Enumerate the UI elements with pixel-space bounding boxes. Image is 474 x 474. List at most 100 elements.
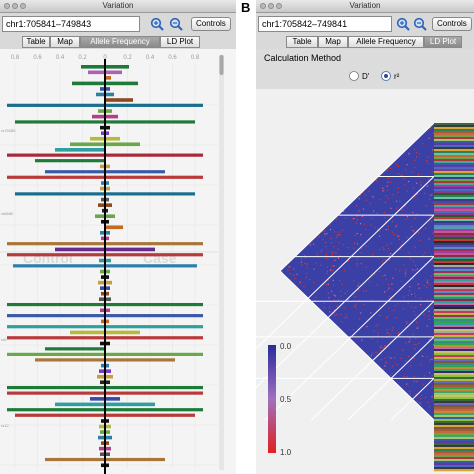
ld-cell — [397, 191, 399, 193]
marker-stripe — [434, 309, 474, 312]
marker-stripe — [434, 333, 474, 336]
ld-cell — [333, 251, 335, 253]
ld-cell — [384, 291, 386, 293]
ld-cell — [336, 305, 338, 307]
ld-cell — [369, 281, 371, 283]
ld-cell — [387, 225, 389, 227]
zoom-out-icon[interactable] — [413, 17, 427, 31]
marker-stripe — [434, 393, 474, 396]
controls-button[interactable]: Controls — [432, 17, 472, 31]
close-window-button[interactable] — [4, 3, 10, 9]
marker-stripe — [434, 285, 474, 288]
minimize-window-button[interactable] — [268, 3, 274, 9]
tab-allele-frequency[interactable]: Allele Frequency — [80, 36, 160, 48]
ld-cell — [351, 256, 353, 258]
ld-cell — [390, 242, 392, 245]
tab-ld-plot[interactable]: LD Plot — [424, 36, 462, 48]
ld-cell — [373, 210, 375, 212]
marker-stripe — [434, 461, 474, 464]
marker-stripe — [434, 247, 474, 250]
marker-stripe — [434, 257, 474, 260]
region-input[interactable]: chr1:705842–749841 — [258, 16, 392, 32]
marker-stripe — [434, 237, 474, 240]
marker-stripe — [434, 171, 474, 174]
ld-cell — [376, 284, 378, 286]
ld-cell — [337, 299, 339, 301]
ld-cell — [340, 290, 342, 293]
ld-cell — [360, 252, 362, 254]
zoom-window-button[interactable] — [276, 3, 282, 9]
ld-cell — [380, 359, 382, 361]
ld-cell — [384, 365, 386, 367]
ld-cell — [395, 317, 397, 319]
ld-cell — [370, 354, 372, 356]
zoom-out-icon[interactable] — [169, 17, 183, 31]
marker-stripe — [434, 453, 474, 456]
frequency-bar[interactable] — [35, 159, 105, 163]
tab-bar: Table Map Allele Frequency LD Plot — [0, 35, 236, 49]
marker-stripe — [434, 137, 474, 140]
ld-cell — [388, 177, 390, 179]
tab-map[interactable]: Map — [50, 36, 80, 48]
marker-stripe — [434, 443, 474, 446]
ld-cell — [424, 263, 426, 265]
ld-cell — [427, 156, 429, 158]
marker-stripe — [434, 185, 474, 188]
option-r-squared[interactable]: r² — [381, 71, 400, 82]
ld-cell — [379, 346, 381, 349]
controls-button[interactable]: Controls — [191, 17, 231, 31]
ld-cell — [384, 357, 386, 359]
marker-stripe — [434, 343, 474, 346]
frequency-bar[interactable] — [55, 148, 105, 152]
frequency-bar[interactable] — [105, 98, 133, 102]
zoom-window-button[interactable] — [20, 3, 26, 9]
zoom-in-icon[interactable] — [150, 17, 164, 31]
zoom-in-icon[interactable] — [396, 17, 410, 31]
marker-stripe — [434, 425, 474, 428]
marker-stripe — [434, 129, 474, 132]
frequency-bar[interactable] — [105, 225, 123, 230]
ld-cell — [385, 201, 387, 203]
ld-cell — [413, 148, 415, 150]
tab-map[interactable]: Map — [318, 36, 348, 48]
scrollbar-thumb[interactable] — [219, 55, 224, 75]
tab-allele-frequency[interactable]: Allele Frequency — [348, 36, 424, 48]
ld-cell — [389, 334, 391, 336]
axis-tick-label: 0.6 — [168, 55, 177, 61]
ld-cell — [360, 223, 362, 225]
ld-cell — [387, 248, 390, 250]
ld-cell — [394, 357, 396, 359]
ld-cell — [336, 313, 338, 316]
marker-stripe — [434, 307, 474, 310]
frequency-bar[interactable] — [45, 347, 105, 351]
scrollbar-track[interactable] — [219, 55, 224, 470]
radio-d-prime[interactable] — [349, 71, 359, 81]
marker-stripe — [434, 447, 474, 450]
marker-stripe — [434, 195, 474, 198]
window-titlebar: Variation — [0, 0, 236, 13]
close-window-button[interactable] — [260, 3, 266, 9]
ld-cell — [398, 173, 400, 175]
option-d-prime[interactable]: D' — [349, 71, 370, 82]
frequency-bar[interactable] — [105, 76, 111, 80]
tab-table[interactable]: Table — [22, 36, 50, 48]
ld-cell — [401, 213, 403, 216]
ld-cell — [328, 297, 330, 299]
ld-cell — [390, 357, 392, 359]
tab-ld-plot[interactable]: LD Plot — [160, 36, 200, 48]
ld-cell — [387, 289, 389, 291]
ld-cell — [345, 314, 347, 316]
ld-cell — [408, 355, 410, 357]
marker-stripe — [434, 459, 474, 462]
minimize-window-button[interactable] — [12, 3, 18, 9]
tab-table[interactable]: Table — [286, 36, 318, 48]
region-input[interactable]: chr1:705841–749843 — [2, 16, 140, 32]
ld-cell — [431, 194, 433, 196]
ld-cell — [333, 294, 335, 296]
ld-cell — [415, 337, 417, 339]
marker-stripe — [434, 325, 474, 328]
marker-stripe — [434, 173, 474, 176]
ld-plot: Calculation Method D' r² 0.0 — [256, 49, 474, 474]
marker-stripe — [434, 253, 474, 256]
marker-stripe — [434, 287, 474, 290]
